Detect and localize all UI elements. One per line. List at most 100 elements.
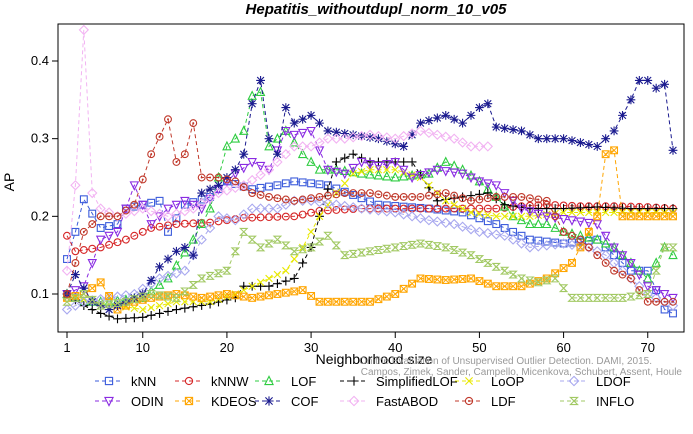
- star-marker: [104, 305, 114, 314]
- invtriangle-marker: [255, 161, 266, 172]
- marker-cross: [332, 298, 341, 306]
- star-marker: [668, 145, 678, 155]
- hourglass-marker: [340, 251, 350, 260]
- hourglass-marker: [95, 301, 106, 310]
- plus-marker: [96, 309, 106, 318]
- x-marker: [425, 181, 433, 190]
- invtriangle-marker: [642, 282, 653, 292]
- diamond-marker: [568, 375, 580, 387]
- star-marker: [508, 125, 518, 135]
- boxx-marker: [424, 275, 433, 283]
- square-marker: [298, 178, 307, 187]
- marker-dot: [377, 193, 380, 196]
- marker-dot: [99, 215, 102, 218]
- marker-cross: [96, 278, 105, 287]
- circledot-marker: [147, 150, 156, 159]
- marker-dot: [512, 195, 515, 198]
- circledot-marker: [366, 189, 374, 197]
- plus-marker: [407, 157, 417, 167]
- marker-dot: [82, 230, 85, 233]
- x-marker: [315, 212, 324, 221]
- diamond-marker: [272, 156, 283, 168]
- marker-dot: [66, 293, 68, 295]
- star-marker: [214, 180, 223, 190]
- triangle-marker: [306, 156, 316, 166]
- marker-dot: [402, 195, 405, 198]
- marker-cross: [248, 294, 256, 302]
- hourglass-marker: [533, 278, 544, 287]
- diamond-marker: [356, 203, 367, 214]
- marker-dot: [116, 215, 119, 218]
- invtriangle-marker: [398, 165, 409, 176]
- circledot-marker: [525, 194, 534, 203]
- marker-dot: [562, 230, 565, 233]
- square-marker: [332, 184, 341, 193]
- legend-label: kNN: [131, 374, 156, 389]
- boxx-marker: [635, 212, 644, 221]
- marker-cross: [307, 292, 315, 300]
- x-tick-label: 50: [472, 340, 486, 355]
- diamond-marker: [398, 130, 409, 142]
- hourglass-marker: [255, 243, 266, 252]
- boxx-marker: [231, 291, 240, 300]
- marker-dot: [528, 197, 531, 200]
- invtriangle-marker: [600, 231, 611, 242]
- hourglass-marker: [138, 292, 148, 301]
- star-marker: [416, 118, 425, 128]
- diamond-marker: [482, 141, 494, 152]
- boxx-marker: [71, 291, 80, 300]
- star-marker: [155, 262, 164, 272]
- triangle-marker: [584, 232, 594, 242]
- square-marker: [281, 179, 290, 188]
- marker-dot: [343, 192, 346, 195]
- marker-cross: [214, 291, 223, 300]
- x-marker: [366, 165, 374, 174]
- legend-item-cof: COF: [255, 394, 319, 409]
- diamond-marker: [348, 395, 360, 407]
- diamond-marker: [448, 133, 460, 144]
- plus-marker: [609, 203, 619, 213]
- diamond-marker: [347, 202, 359, 213]
- marker-dot: [537, 198, 540, 201]
- legend-label: LDOF: [596, 374, 631, 389]
- star-marker: [230, 165, 240, 175]
- square-marker: [96, 224, 105, 232]
- star-marker: [601, 134, 611, 144]
- marker-cross: [189, 292, 198, 301]
- circle-marker: [180, 219, 189, 228]
- circledot-marker: [96, 212, 105, 221]
- diamond-marker: [339, 133, 350, 144]
- triangle-marker: [205, 202, 215, 213]
- diamond-marker: [112, 291, 123, 302]
- diamond-marker: [280, 199, 292, 210]
- marker-cross: [542, 274, 551, 283]
- marker-cross: [517, 282, 526, 290]
- plus-marker: [146, 310, 156, 320]
- star-marker: [205, 184, 215, 194]
- triangle-marker: [432, 162, 443, 172]
- diamond-marker: [305, 141, 317, 152]
- y-axis-label: AP: [1, 173, 17, 192]
- hourglass-marker: [575, 293, 586, 302]
- x-marker: [492, 212, 501, 221]
- circledot-marker: [399, 192, 408, 201]
- marker-dot: [579, 238, 582, 241]
- marker-cross: [643, 212, 652, 221]
- invtriangle-marker: [626, 258, 636, 269]
- plus-marker: [163, 307, 173, 316]
- marker-cross: [357, 298, 366, 306]
- hourglass-marker: [424, 240, 434, 249]
- marker-dot: [394, 195, 397, 198]
- marker-dot: [468, 400, 470, 402]
- star-marker: [441, 110, 451, 120]
- star-marker: [298, 114, 308, 124]
- marker-dot: [209, 176, 212, 179]
- boxx-marker: [626, 212, 635, 221]
- circle-marker: [441, 204, 450, 213]
- square-marker: [492, 220, 501, 229]
- triangle-marker: [600, 237, 611, 248]
- hourglass-marker: [323, 231, 333, 240]
- marker-cross: [500, 282, 509, 290]
- circledot-marker: [416, 192, 425, 201]
- marker-dot: [360, 192, 363, 195]
